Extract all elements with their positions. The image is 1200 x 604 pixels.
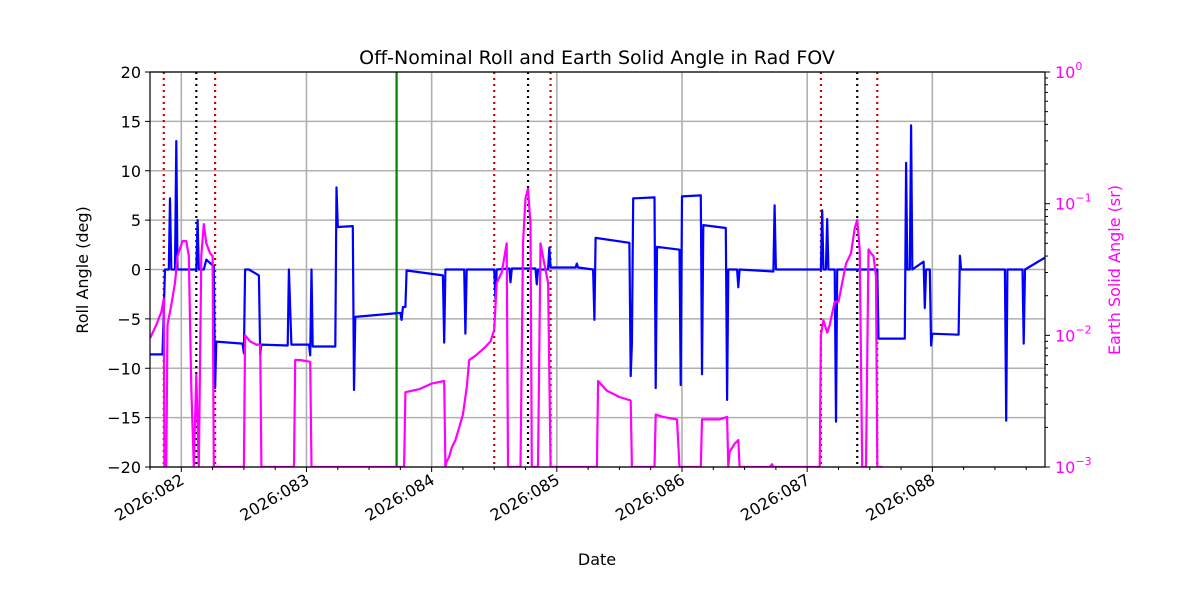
chart-title: Off-Nominal Roll and Earth Solid Angle i… [359, 47, 835, 69]
y-tick-label: 5 [131, 211, 141, 230]
y2-tick-label: 10−2 [1055, 323, 1092, 345]
y-tick-label: −10 [107, 359, 141, 378]
y-tick-label: −15 [107, 409, 141, 428]
y-tick-label: −20 [107, 458, 141, 477]
y2-tick-label: 100 [1055, 60, 1082, 82]
y-tick-label: 0 [131, 261, 141, 280]
earth-solid-angle-line [150, 187, 883, 467]
y2-axis-label: Earth Solid Angle (sr) [1105, 185, 1124, 355]
y-axis-label: Roll Angle (deg) [73, 206, 92, 333]
plot-area [150, 72, 1045, 467]
x-axis-label: Date [578, 550, 616, 569]
y-tick-label: −5 [117, 310, 141, 329]
y2-tick-label: 10−1 [1055, 192, 1092, 214]
y-tick-label: 10 [121, 162, 141, 181]
y2-tick-label: 10−3 [1055, 455, 1092, 477]
y-tick-label: 20 [121, 63, 141, 82]
y-tick-label: 15 [121, 112, 141, 131]
roll-angle-line [150, 124, 1045, 423]
